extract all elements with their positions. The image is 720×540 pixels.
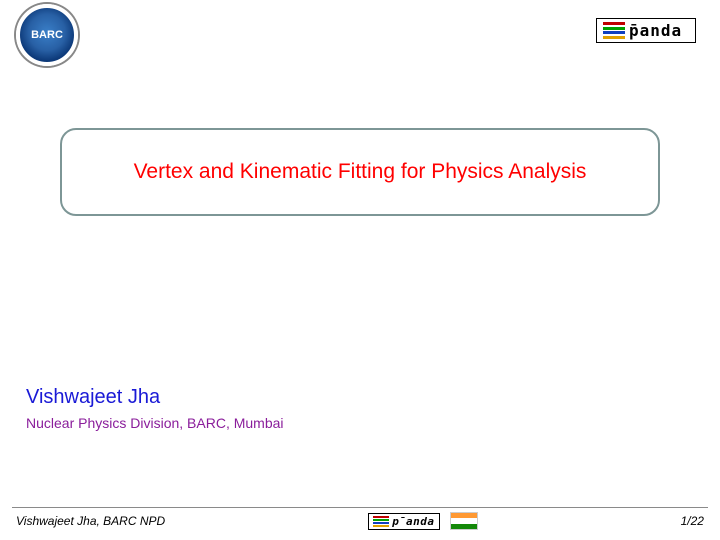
title-box: Vertex and Kinematic Fitting for Physics… [60,128,660,216]
footer-row: Vishwajeet Jha, BARC NPD p̄anda [12,510,708,532]
panda-logo: p̄anda [596,18,696,46]
footer-divider [12,507,708,508]
header: BARC p̄anda [0,4,720,74]
panda-mini-bars-icon [373,516,389,527]
footer-center: p̄anda [368,512,477,530]
footer-panda-logo: p̄anda [368,513,439,530]
barc-logo: BARC [16,4,86,74]
panda-logo-text: p̄anda [629,21,682,40]
author-affiliation: Nuclear Physics Division, BARC, Mumbai [26,415,690,431]
flag-green [451,524,477,529]
footer: Vishwajeet Jha, BARC NPD p̄anda [12,507,708,532]
panda-bars-icon [603,22,625,39]
footer-panda-text: p̄anda [392,515,434,528]
barc-badge-icon: BARC [16,4,78,66]
barc-badge-text: BARC [31,29,63,41]
panda-logo-icon: p̄anda [596,18,696,43]
author-block: Vishwajeet Jha Nuclear Physics Division,… [26,386,690,431]
india-flag-icon [450,512,478,530]
page-counter: 1/22 [681,514,704,528]
author-name: Vishwajeet Jha [26,386,690,409]
footer-author: Vishwajeet Jha, BARC NPD [16,514,165,528]
slide: BARC p̄anda Vertex and Kinematic Fitting… [0,0,720,540]
slide-title: Vertex and Kinematic Fitting for Physics… [134,160,587,184]
